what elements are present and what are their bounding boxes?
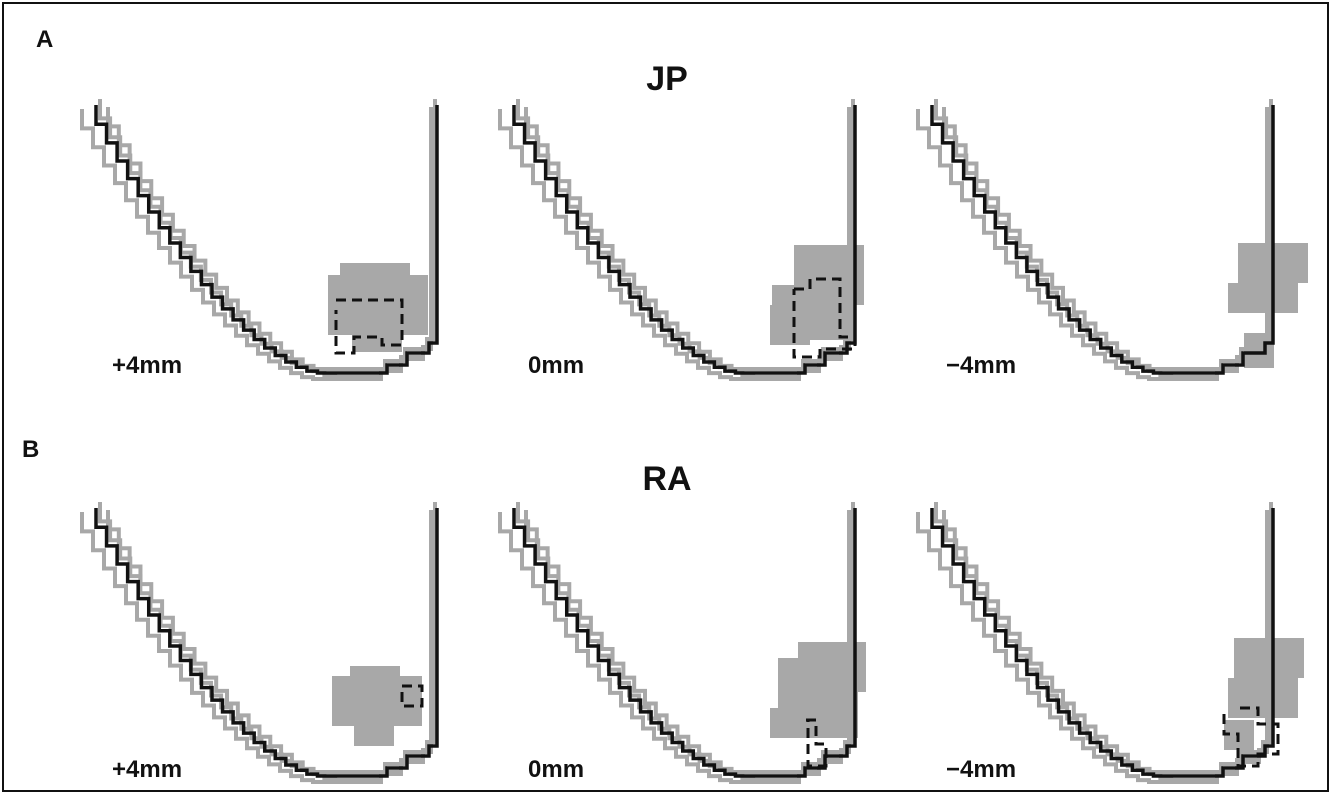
panel-a-slice-label-1: +4mm [112, 352, 183, 379]
panel-a-slice-2-black-contour [512, 105, 857, 375]
panel-b-slice-1-lesion-block-1 [332, 676, 422, 726]
panel-a-slice-1-grey-contour-3 [106, 107, 433, 379]
panel-b-slice-1-grey-contour-1 [80, 512, 433, 784]
panel-a-slice-3-lesion-block-3 [1244, 333, 1274, 368]
panel-a-slice-2-lesion-block-3 [770, 305, 810, 345]
panel-b-slice-3-lesion-block-1 [1234, 638, 1304, 678]
panel-a-slice-3-lesion-block-2 [1228, 283, 1298, 313]
panel-a-subject-title: JP [646, 60, 688, 98]
panel-a-letter: A [36, 26, 54, 53]
panel-a-slice-1-roi-dashed [334, 298, 404, 355]
panel-b-slice-3-lesion-block-2 [1228, 678, 1298, 718]
panel-b-slice-1-grey-contour-3 [106, 510, 433, 782]
panel-b-slice-1-black-contour [94, 508, 439, 778]
panel-a-slice-2-roi-dashed [792, 277, 857, 359]
panel-a-slice-3-grey-contour-3 [942, 107, 1269, 379]
panel-a-slice-3-black-contour [930, 105, 1275, 375]
panel-b-slice-1-roi-dashed [400, 684, 424, 708]
panel-a-slice-2-grey-contour-1 [498, 109, 851, 381]
panel-b-slice-3-grey-contour-3 [942, 510, 1269, 782]
panel-b-slice-1-lesion-block-2 [350, 666, 400, 681]
panel-a-slice-2-lesion-block-2 [794, 245, 864, 305]
panel-b-letter: B [22, 436, 40, 463]
panel-b-slice-2-lesion-block-3 [770, 708, 810, 738]
panel-a-slice-1-black-contour [94, 105, 439, 375]
panel-b-subject-title: RA [642, 460, 692, 498]
panel-b-slice-label-2: 0mm [528, 756, 585, 783]
panel-a-slice-1-grey-contour-1 [80, 109, 433, 381]
panel-b-slice-2-grey-contour-3 [524, 510, 851, 782]
panel-b-slice-3-grey-contour-1 [916, 512, 1269, 784]
panel-b-slice-label-1: +4mm [112, 756, 183, 783]
panel-b-slice-label-3: −4mm [946, 756, 1017, 783]
panel-a-slice-1-lesion-block-3 [352, 330, 402, 352]
panel-a-slice-label-3: −4mm [946, 352, 1017, 379]
panel-a-slice-2-grey-contour-3 [524, 107, 851, 379]
panel-b-slice-1-lesion-block-3 [354, 726, 394, 746]
panel-a-slice-3-grey-contour-1 [916, 109, 1269, 381]
panel-a-slice-1-lesion-block-2 [340, 263, 410, 283]
panel-a-slice-label-2: 0mm [528, 352, 585, 379]
panel-b-slice-2-roi-dashed [806, 718, 828, 768]
panel-b-slice-3-roi-dashed [1222, 706, 1280, 768]
panel-a-slice-1-lesion-block-1 [328, 275, 428, 335]
panel-b-slice-2-grey-contour-1 [498, 512, 851, 784]
panel-b-slice-3-black-contour [930, 508, 1275, 778]
panel-b-slice-2-black-contour [512, 508, 857, 778]
